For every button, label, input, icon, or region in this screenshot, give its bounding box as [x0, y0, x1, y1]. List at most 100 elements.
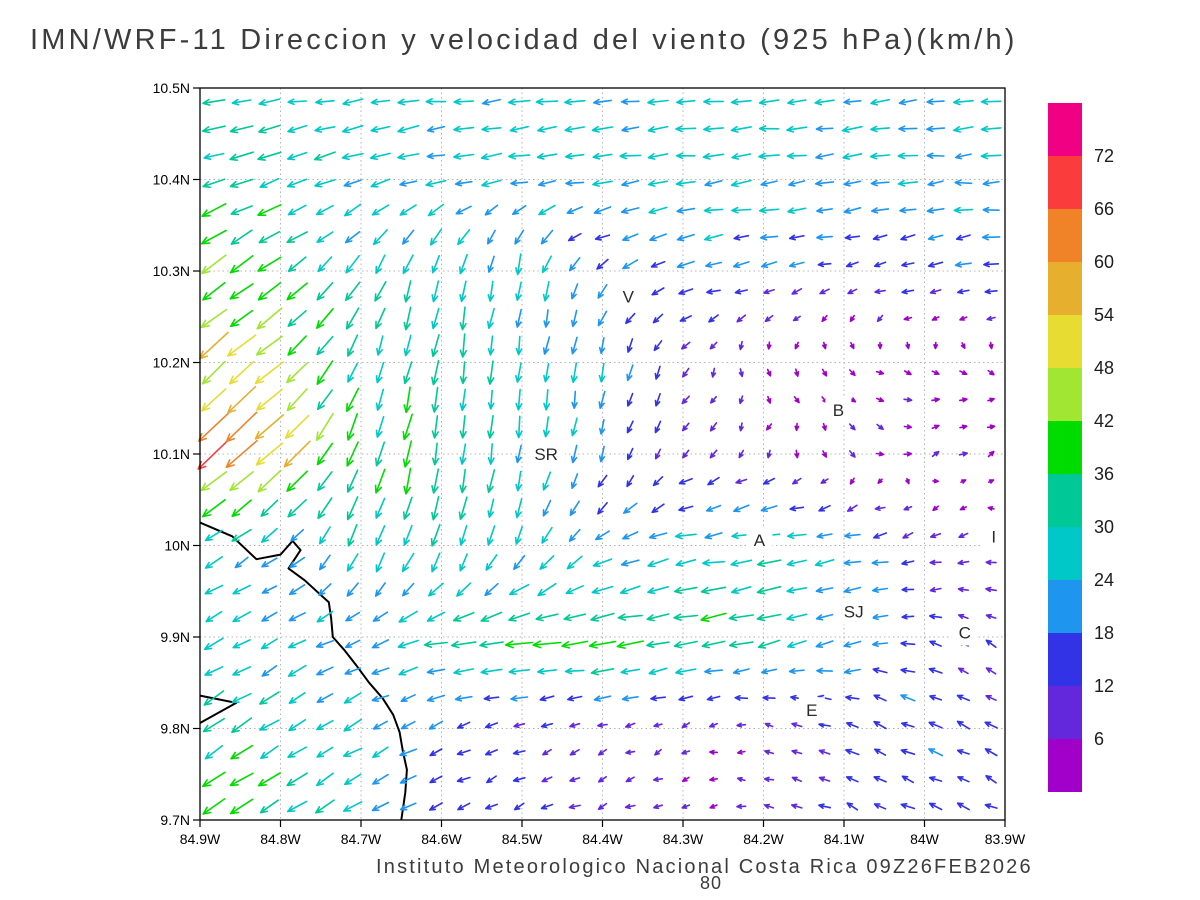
wind-vector-arrow	[452, 611, 475, 622]
wind-vector-arrow	[873, 775, 887, 783]
wind-vector-arrow	[845, 261, 859, 268]
wind-vector-arrow	[786, 152, 807, 160]
wind-vector-arrow	[958, 532, 969, 538]
wind-vector-arrow	[487, 229, 496, 245]
wind-vector-arrow	[794, 422, 800, 431]
wind-vector-arrow	[957, 586, 969, 593]
wind-vector-arrow	[903, 424, 913, 430]
wind-vector-arrow	[509, 583, 530, 596]
wind-vector-arrow	[625, 749, 636, 755]
station-label: V	[623, 288, 635, 307]
wind-vector-arrow	[901, 586, 915, 593]
wind-vector-arrow	[231, 98, 252, 106]
wind-vector-arrow	[986, 315, 996, 321]
wind-vector-arrow	[229, 151, 254, 161]
wind-vector-arrow	[786, 559, 807, 567]
wind-vector-arrow	[431, 307, 440, 330]
wind-vector-arrow	[984, 288, 998, 295]
wind-vector-arrow	[736, 314, 747, 323]
wind-vector-arrow	[959, 397, 968, 403]
wind-vector-arrow	[569, 722, 581, 728]
wind-vector-arrow	[257, 151, 282, 161]
wind-vector-arrow	[900, 234, 916, 241]
colorbar-tick-label: 24	[1094, 570, 1115, 590]
wind-vector-arrow	[760, 180, 778, 187]
colorbar-tick-label: 30	[1094, 517, 1115, 537]
wind-vector-arrow	[539, 695, 555, 702]
wind-vector-arrow	[402, 413, 413, 441]
wind-vector-arrow	[202, 281, 226, 301]
wind-vector-arrow	[511, 205, 527, 215]
wind-vector-arrow	[481, 125, 502, 133]
wind-vector-arrow	[816, 667, 833, 674]
wind-vector-arrow	[844, 234, 861, 241]
wind-vector-arrow	[458, 496, 468, 520]
wind-vector-arrow	[709, 749, 718, 755]
wind-vector-arrow	[429, 775, 443, 784]
wind-vector-arrow	[675, 668, 697, 676]
wind-vector-arrow	[730, 559, 753, 567]
wind-vector-arrow	[508, 152, 531, 160]
wind-vector-arrow	[515, 388, 523, 411]
wind-vector-arrow	[346, 553, 359, 572]
wind-vector-arrow	[706, 695, 721, 702]
wind-vector-arrow	[288, 692, 306, 704]
wind-vector-arrow	[402, 254, 414, 275]
colorbar-segment	[1048, 156, 1082, 209]
wind-vector-arrow	[343, 692, 362, 704]
station-label: I	[991, 527, 996, 546]
wind-vector-arrow	[673, 640, 698, 649]
wind-vector-arrow	[849, 341, 855, 350]
wind-vector-arrow	[872, 586, 889, 593]
wind-vector-arrow	[816, 532, 833, 539]
wind-vector-arrow	[316, 360, 334, 385]
wind-vector-arrow	[626, 364, 634, 382]
wind-vector-arrow	[316, 282, 334, 301]
wind-vector-arrow	[287, 98, 307, 106]
wind-vector-arrow	[787, 207, 807, 214]
x-tick-label: 84.1W	[824, 831, 865, 847]
wind-vector-arrow	[626, 475, 635, 488]
wind-vector-arrow	[708, 314, 719, 323]
wind-vector-arrow	[980, 98, 1002, 106]
wind-vector-arrow	[485, 803, 498, 810]
wind-vector-arrow	[232, 666, 251, 676]
station-label-box	[746, 527, 773, 554]
wind-vector-arrow	[202, 98, 226, 106]
wind-vector-arrow	[403, 386, 412, 414]
wind-vector-arrow	[959, 505, 967, 511]
wind-vector-arrow	[985, 586, 997, 593]
wind-vector-arrow	[370, 98, 391, 106]
wind-vector-arrow	[542, 748, 552, 756]
wind-vector-arrow	[457, 802, 471, 811]
wind-vector-arrow	[319, 526, 331, 545]
station-label: E	[806, 701, 817, 720]
wind-vector-arrow	[766, 341, 772, 350]
wind-vector-arrow	[398, 610, 418, 623]
wind-vector-arrow	[958, 451, 968, 457]
wind-vector-arrow	[791, 803, 803, 809]
wind-vector-arrow	[954, 179, 973, 186]
x-tick-label: 83.9W	[985, 831, 1026, 847]
wind-vector-arrow	[375, 497, 386, 519]
wind-vector-arrow	[431, 552, 441, 573]
wind-vector-arrow	[987, 506, 995, 511]
wind-vector-arrow	[344, 773, 362, 786]
wind-vector-arrow	[508, 612, 531, 622]
wind-vector-arrow	[731, 206, 752, 214]
wind-vector-arrow	[981, 233, 1001, 241]
wind-vector-arrow	[484, 722, 499, 729]
wind-vector-arrow	[453, 668, 475, 676]
wind-vector-arrow	[346, 441, 359, 467]
x-tick-label: 84.4W	[582, 831, 623, 847]
x-tick-label: 84.7W	[341, 831, 382, 847]
wind-vector-arrow	[457, 229, 471, 246]
wind-vector-arrow	[314, 179, 336, 188]
wind-vector-arrow	[232, 639, 251, 649]
wind-vector-arrow	[540, 803, 554, 810]
wind-vector-arrow	[204, 556, 223, 569]
wind-vector-arrow	[286, 772, 308, 787]
wind-vector-arrow	[369, 152, 391, 161]
wind-vector-arrow	[956, 802, 970, 811]
wind-vector-arrow	[479, 640, 504, 649]
